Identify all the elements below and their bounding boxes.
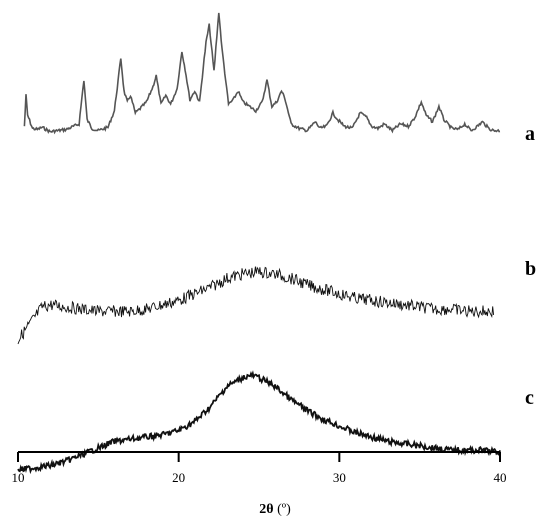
traces-group bbox=[17, 12, 501, 475]
x-axis: 10 20 30 40 bbox=[12, 451, 507, 485]
series-label-b: b bbox=[525, 258, 536, 280]
x-tick-label-10: 10 bbox=[12, 470, 25, 485]
series-label-c: c bbox=[525, 387, 534, 409]
x-axis-title-unit: (º) bbox=[274, 502, 292, 517]
series-labels-group: a b c bbox=[525, 123, 536, 409]
x-tick-label-40: 40 bbox=[494, 470, 507, 485]
series-line-c bbox=[17, 370, 501, 475]
series-line-a bbox=[23, 12, 501, 135]
x-tick-label-30: 30 bbox=[333, 470, 346, 485]
series-line-b bbox=[17, 266, 495, 345]
series-label-a: a bbox=[525, 123, 535, 145]
x-tick-label-20: 20 bbox=[172, 470, 185, 485]
x-axis-title: 2θ (º) bbox=[259, 502, 291, 517]
x-axis-title-main: 2θ bbox=[259, 502, 273, 517]
